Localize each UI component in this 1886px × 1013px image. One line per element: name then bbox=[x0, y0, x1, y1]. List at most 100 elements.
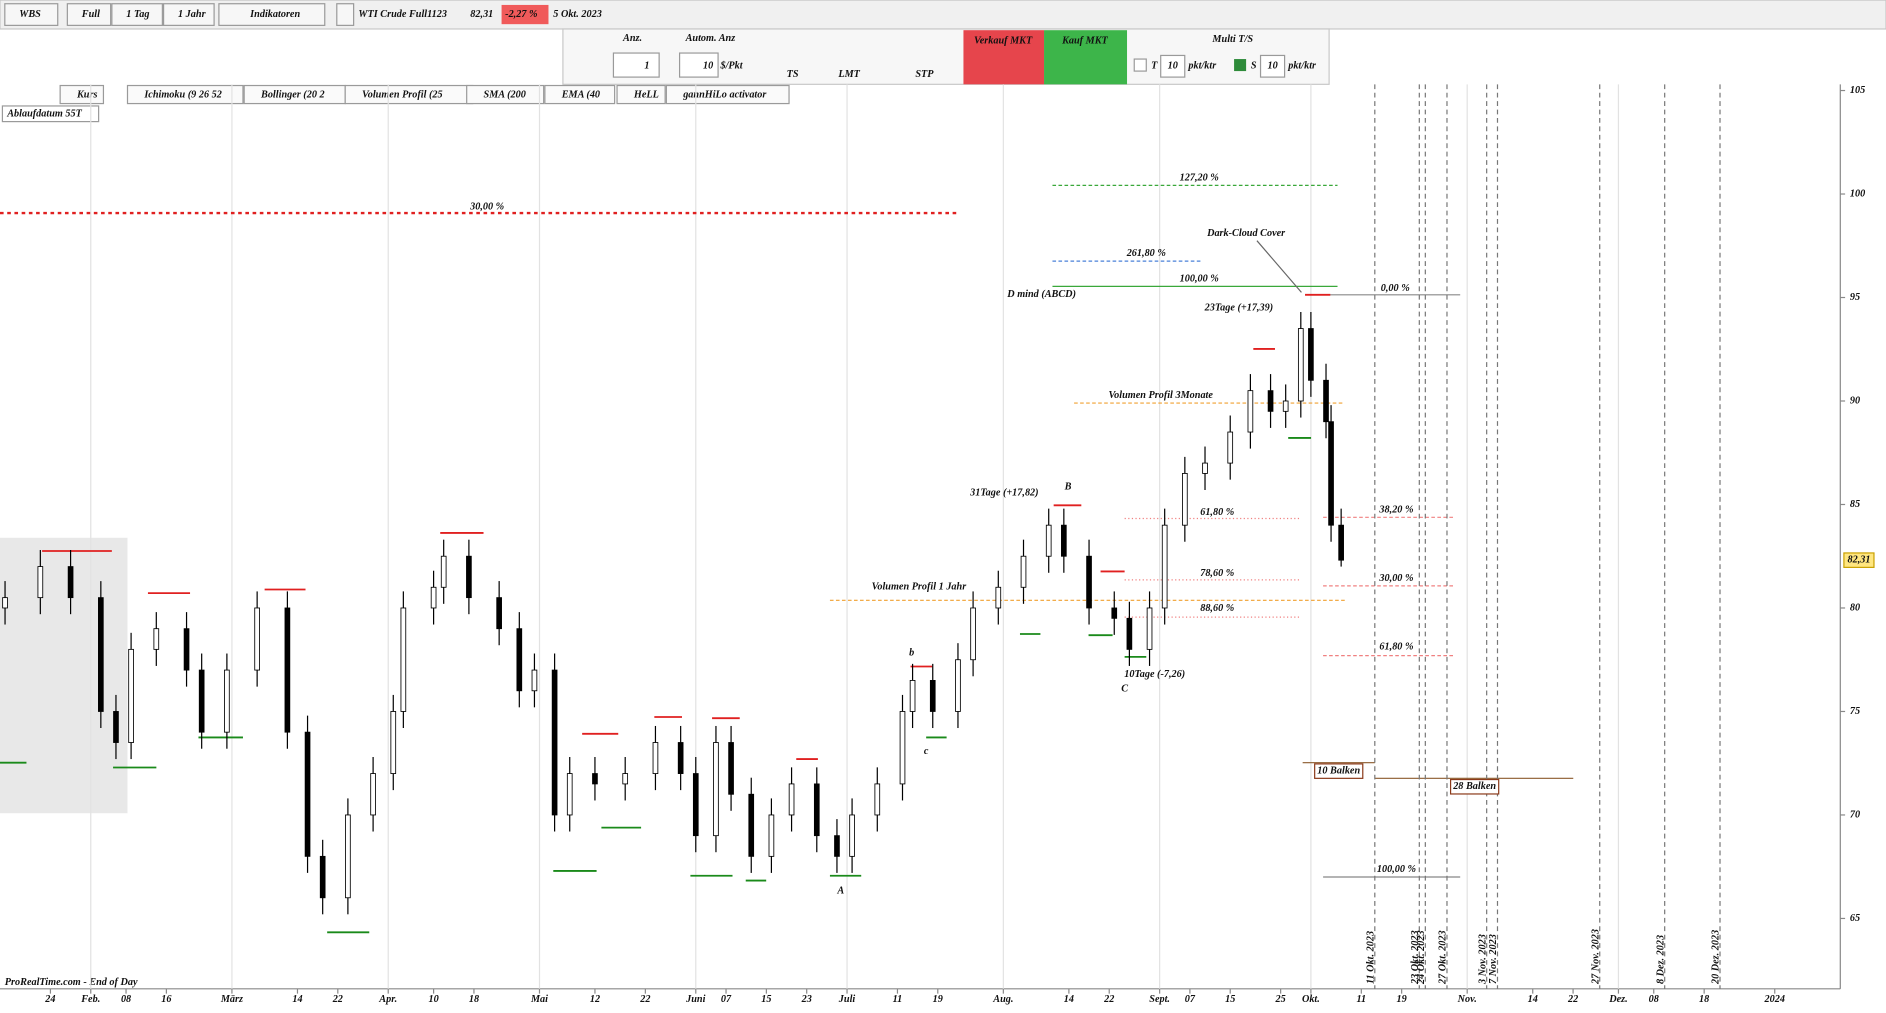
dropdown-label: Full bbox=[81, 9, 100, 20]
indicator-chip[interactable] bbox=[466, 84, 545, 105]
s-checkbox[interactable] bbox=[1234, 59, 1247, 72]
candle-body bbox=[304, 731, 311, 857]
candle-body bbox=[516, 628, 523, 692]
candle-body bbox=[153, 628, 160, 650]
x-tick-label: Aug. bbox=[992, 994, 1013, 1005]
x-tick-label: 24 bbox=[44, 994, 55, 1005]
dropdown[interactable] bbox=[4, 3, 59, 26]
x-tick-label: 15 bbox=[1225, 994, 1235, 1005]
qty-input[interactable] bbox=[612, 52, 660, 78]
y-tick-label: 105 bbox=[1850, 85, 1865, 96]
sell-button[interactable] bbox=[963, 30, 1045, 85]
x-tick-label: 07 bbox=[1185, 994, 1196, 1005]
candle-body bbox=[788, 783, 795, 816]
y-tick-label: 95 bbox=[1850, 292, 1860, 303]
y-tick-label: 70 bbox=[1850, 809, 1860, 820]
indicator-label: SMA (200 bbox=[484, 89, 526, 100]
annotation: D mind (ABCD) bbox=[1006, 289, 1076, 300]
annotation: 61,80 % bbox=[1379, 642, 1413, 653]
x-tick-label: 22 bbox=[332, 994, 343, 1005]
highlight-zone bbox=[0, 537, 128, 814]
x-tick-label: 14 bbox=[292, 994, 302, 1005]
indicator-chip[interactable] bbox=[59, 84, 105, 105]
x-tick-label: 15 bbox=[761, 994, 771, 1005]
change-badge bbox=[501, 4, 549, 25]
date-marker-label: 20 Dez. 2023 bbox=[1711, 930, 1722, 985]
annotation-box bbox=[1449, 778, 1500, 795]
dropdown[interactable] bbox=[162, 3, 215, 26]
candle-body bbox=[1308, 328, 1314, 381]
x-tick-label: Dez. bbox=[1608, 994, 1627, 1005]
x-tick-label: 11 bbox=[893, 994, 903, 1005]
indicator-label: Ichimoku (9 26 52 bbox=[143, 89, 222, 100]
date-marker-label: 23 Okt. 2023 bbox=[1410, 930, 1421, 985]
candle-body bbox=[284, 607, 291, 733]
annotation: A bbox=[836, 886, 844, 897]
annotation: 261,80 % bbox=[1126, 248, 1166, 259]
candle-body bbox=[1202, 462, 1208, 474]
candle-body bbox=[551, 669, 558, 816]
candle-body bbox=[622, 773, 629, 785]
candle-body bbox=[113, 711, 119, 743]
candle-body bbox=[183, 628, 190, 671]
dropdown-label: 1 Jahr bbox=[178, 9, 207, 20]
candle-body bbox=[970, 607, 976, 661]
candle-body bbox=[98, 597, 104, 712]
y-tick-label: 90 bbox=[1850, 395, 1860, 406]
annotation-box bbox=[1314, 763, 1364, 779]
x-tick-label: 18 bbox=[1699, 994, 1709, 1005]
info-button[interactable] bbox=[336, 3, 355, 26]
s-value: 10 bbox=[1267, 61, 1277, 72]
qty-label: Anz. bbox=[622, 33, 642, 44]
quote-date: 5 Okt. 2023 bbox=[553, 9, 602, 20]
x-tick-label: 14 bbox=[1064, 994, 1074, 1005]
indicator-chip[interactable] bbox=[616, 84, 666, 105]
t-checkbox[interactable] bbox=[1133, 58, 1147, 72]
candle-body bbox=[1146, 607, 1153, 650]
candle-body bbox=[692, 773, 699, 837]
annotation: 28 Balken bbox=[1452, 781, 1496, 792]
dropdown[interactable] bbox=[66, 3, 112, 26]
x-tick-label: 22 bbox=[1567, 994, 1578, 1005]
annotation: 0,00 % bbox=[1381, 283, 1410, 294]
date-marker-label: 3 Nov. 2023 bbox=[1477, 934, 1488, 985]
dropdown[interactable] bbox=[111, 3, 163, 26]
indicator-chip[interactable] bbox=[665, 84, 790, 105]
x-tick-label: Feb. bbox=[80, 994, 100, 1005]
price-change: -2,27 % bbox=[505, 9, 537, 20]
annotation: 88,60 % bbox=[1200, 603, 1234, 614]
indicator-label: Volumen Profil (25 bbox=[362, 89, 443, 100]
t-input[interactable] bbox=[1160, 54, 1186, 78]
annotation: 10Tage (-7,26) bbox=[1124, 669, 1185, 680]
candle-body bbox=[834, 835, 840, 857]
x-tick-label: 12 bbox=[590, 994, 600, 1005]
candle-body bbox=[440, 555, 447, 588]
x-tick-label: 22 bbox=[1103, 994, 1114, 1005]
buy-button[interactable] bbox=[1044, 30, 1128, 85]
indicator-chip[interactable] bbox=[126, 84, 244, 105]
point-value-input[interactable] bbox=[678, 52, 719, 78]
candle-body bbox=[1061, 524, 1067, 557]
s-input[interactable] bbox=[1259, 54, 1286, 78]
candle-body bbox=[1267, 390, 1274, 412]
indicator-label: HeLL bbox=[633, 89, 659, 100]
candle-body bbox=[909, 680, 916, 712]
x-tick-label: 10 bbox=[428, 994, 438, 1005]
candle-body bbox=[390, 711, 397, 774]
candle-body bbox=[1247, 390, 1254, 433]
instrument-price: 82,31 bbox=[470, 9, 493, 20]
annotation: 127,20 % bbox=[1180, 172, 1219, 183]
candle-body bbox=[1111, 607, 1118, 619]
candle-body bbox=[592, 773, 598, 785]
indicator-chip[interactable] bbox=[544, 84, 616, 105]
candle-body bbox=[1338, 524, 1344, 561]
sell-label: Verkauf MKT bbox=[974, 35, 1033, 46]
y-tick-label: 80 bbox=[1850, 602, 1860, 613]
indicators-button[interactable] bbox=[218, 3, 326, 26]
candle-body bbox=[1323, 379, 1329, 423]
annotation: 30,00 % bbox=[469, 201, 504, 212]
t-label: T bbox=[1151, 61, 1158, 72]
candle-body bbox=[1126, 617, 1133, 650]
